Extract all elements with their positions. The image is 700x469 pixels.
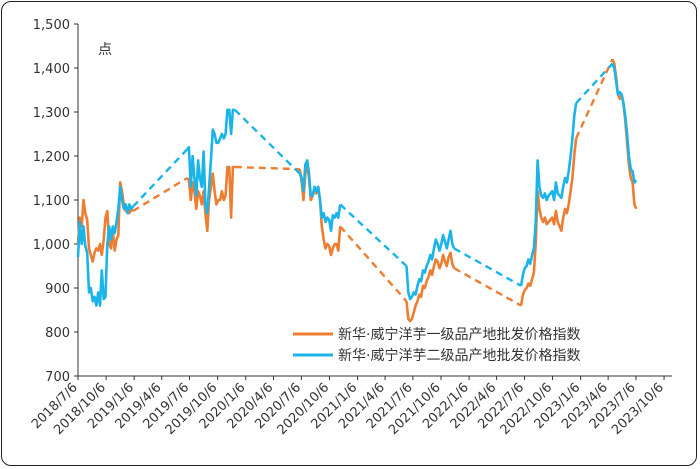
legend-item-1: 新华·威宁洋芋一级品产地批发价格指数 [293,326,580,343]
x-axis: 2018/7/62018/10/62019/1/62019/4/62019/7/… [29,375,672,438]
legend-label: 新华·威宁洋芋二级品产地批发价格指数 [338,347,580,364]
y-tick-label: 1,000 [33,238,70,253]
series-2-gap-line [132,62,614,287]
series-2 [76,62,638,307]
y-tick-label: 900 [45,282,70,297]
y-tick-label: 800 [45,326,70,341]
series-1-gap-line [132,58,614,307]
y-tick-label: 1,300 [33,106,70,121]
series-lines [76,58,638,323]
legend-item-2: 新华·威宁洋芋二级品产地批发价格指数 [293,347,580,364]
y-tick-label: 1,100 [33,194,70,209]
y-tick-label: 1,500 [33,18,70,33]
y-unit-label: 点 [98,42,112,58]
y-tick-label: 700 [45,370,70,385]
y-axis: 700 800 900 1,000 1,100 1,200 1,300 1,400 1,500 [33,18,79,385]
series-2-line [76,63,638,307]
y-tick-label: 1,400 [33,62,70,77]
y-tick-label: 1,200 [33,150,70,165]
legend-label: 新华·威宁洋芋一级品产地批发价格指数 [338,326,580,343]
